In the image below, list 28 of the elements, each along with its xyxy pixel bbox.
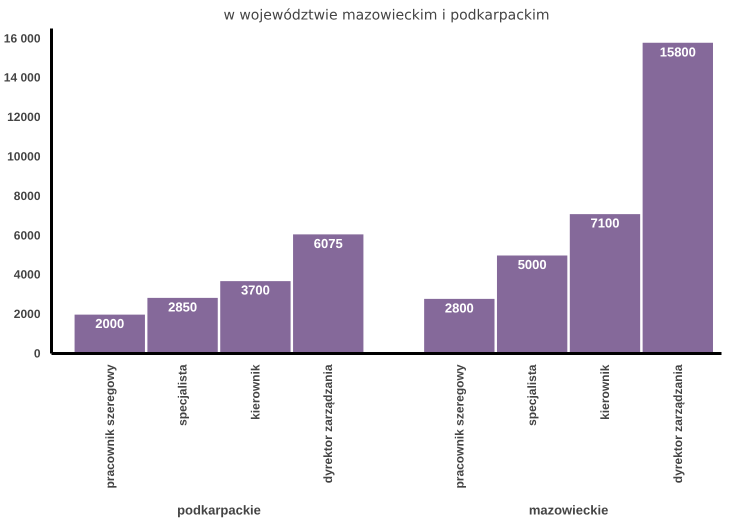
data-label: 15800	[660, 44, 696, 60]
y-tick-label: 16 000	[4, 31, 41, 46]
y-tick-label: 14 000	[4, 70, 41, 85]
y-tick-label: 0	[34, 346, 41, 360]
x-tick-label: specjalista	[525, 364, 540, 426]
data-label: 3700	[240, 282, 270, 298]
data-label: 5000	[518, 257, 547, 272]
y-tick-label: 4000	[14, 268, 41, 282]
data-label: 7100	[590, 216, 620, 231]
data-label: 2800	[444, 300, 474, 316]
data-label: 2850	[168, 299, 198, 314]
y-tick-label: 8000	[14, 188, 41, 203]
x-tick-label: pracownik szeregowy	[102, 364, 117, 489]
data-label: 6075	[314, 236, 343, 251]
x-tick-label: pracownik szeregowy	[452, 364, 466, 489]
x-tick-label: kierownik	[598, 364, 612, 420]
x-tick-label: dyrektor zarządzania	[321, 364, 336, 484]
y-tick-label: 2000	[14, 307, 41, 322]
y-tick-label: 10000	[7, 150, 41, 164]
y-tick-label: 12000	[7, 110, 41, 124]
x-tick-label: kierownik	[248, 364, 262, 420]
chart-title: w województwie mazowieckim i podkarpackim	[223, 8, 550, 24]
y-tick-label: 6000	[14, 228, 41, 242]
text: podkarpackie	[177, 502, 261, 518]
x-tick-label: specjalista	[176, 364, 190, 426]
data-label: 2000	[95, 316, 124, 332]
x-tick-label: dyrektor zarządzania	[670, 364, 685, 484]
text: mazowieckie	[528, 502, 608, 518]
